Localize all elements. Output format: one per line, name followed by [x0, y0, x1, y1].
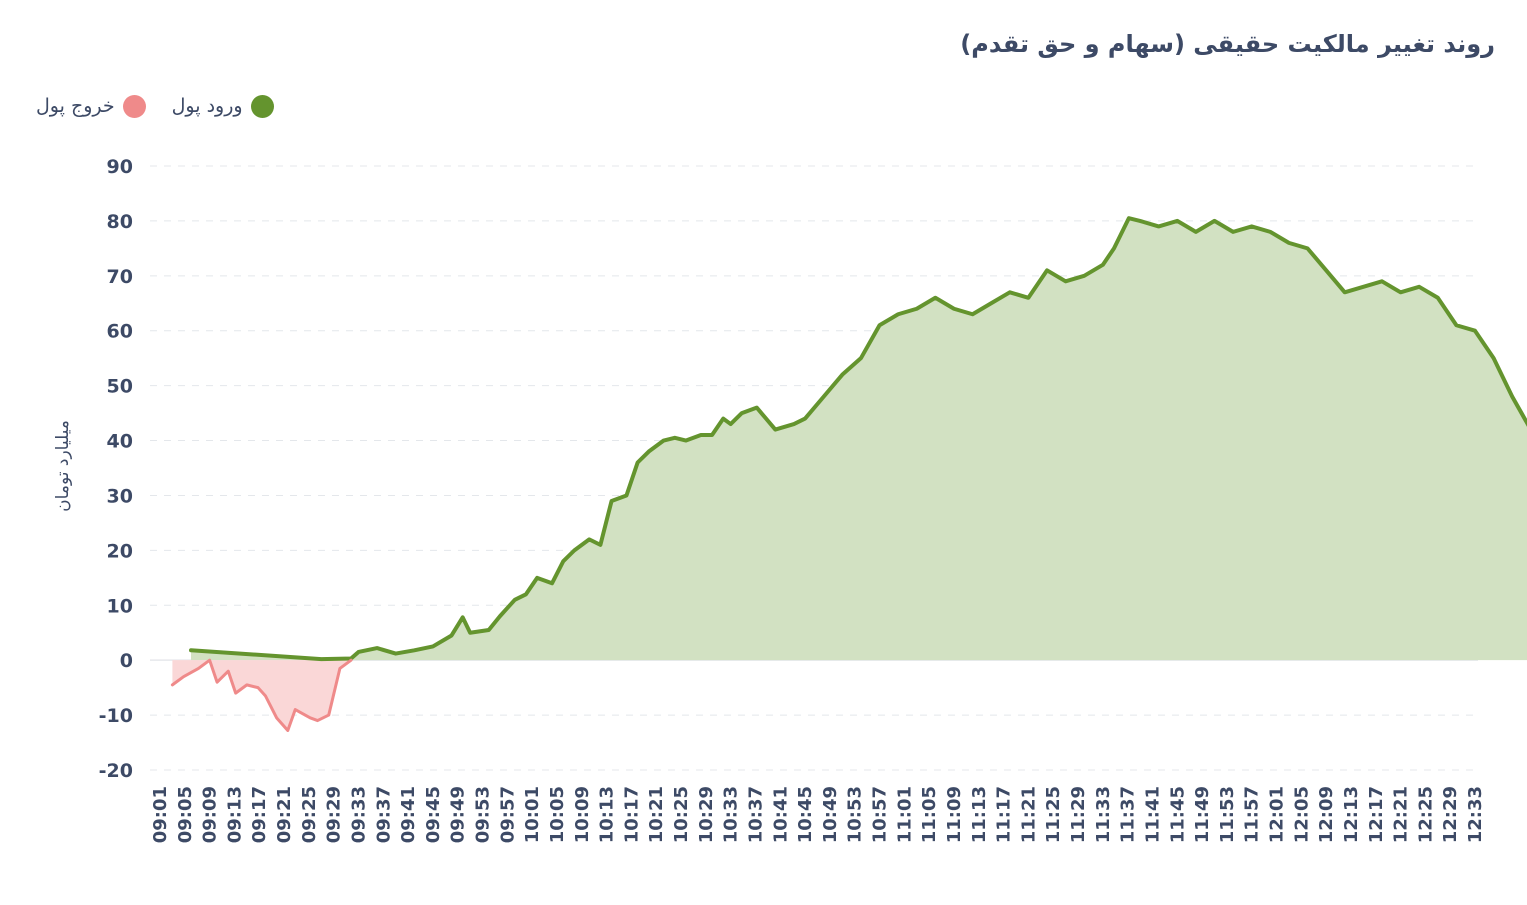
x-tick-label: 12:33 [1465, 786, 1486, 843]
legend-inflow-dot [250, 94, 274, 118]
x-tick-label: 11:21 [1018, 786, 1039, 843]
x-tick-label: 11:05 [919, 786, 940, 843]
x-tick-label: 10:01 [522, 786, 543, 843]
y-tick-label: 70 [107, 266, 133, 288]
x-tick-label: 09:41 [398, 786, 419, 843]
x-tick-label: 09:13 [224, 786, 245, 843]
x-tick-label: 11:49 [1192, 786, 1213, 843]
legend-item-outflow[interactable]: خروج پول [36, 94, 146, 118]
x-tick-label: 10:49 [820, 786, 841, 843]
legend-item-inflow[interactable]: ورود پول [171, 94, 274, 118]
x-tick-label: 09:49 [448, 786, 469, 843]
x-tick-label: 10:21 [646, 786, 667, 843]
x-tick-label: 10:09 [572, 786, 593, 843]
x-tick-label: 09:29 [324, 786, 345, 843]
x-tick-label: 11:41 [1142, 786, 1163, 843]
x-tick-label: 12:21 [1391, 786, 1412, 843]
x-tick-label: 11:37 [1118, 786, 1139, 843]
y-tick-label: -10 [99, 705, 133, 727]
x-tick-label: 09:09 [200, 786, 221, 843]
x-tick-label: 09:05 [175, 786, 196, 843]
y-tick-label: 0 [120, 650, 133, 672]
x-tick-label: 10:13 [597, 786, 618, 843]
x-tick-label: 12:05 [1291, 786, 1312, 843]
x-tick-label: 10:57 [870, 786, 891, 843]
series-line-1 [170, 658, 353, 732]
x-tick-label: 09:57 [497, 786, 518, 843]
x-tick-label: 09:25 [299, 786, 320, 843]
y-tick-label: 10 [107, 595, 133, 617]
series-area-0 [191, 218, 1527, 661]
x-tick-label: 09:33 [348, 786, 369, 843]
x-tick-label: 10:05 [547, 786, 568, 843]
x-tick-label: 10:53 [845, 786, 866, 843]
x-tick-label: 11:25 [1043, 786, 1064, 843]
series-area-1 [172, 660, 352, 731]
x-tick-label: 10:33 [721, 786, 742, 843]
x-tick-label: 12:09 [1316, 786, 1337, 843]
series-areas [172, 218, 1527, 731]
series-line-0 [189, 216, 1527, 662]
x-tick-label: 10:25 [671, 786, 692, 843]
x-tick-label: 11:53 [1217, 786, 1238, 843]
x-tick-label: 09:21 [274, 786, 295, 843]
x-tick-label: 09:53 [473, 786, 494, 843]
x-tick-label: 10:29 [696, 786, 717, 843]
x-tick-label: 12:01 [1267, 786, 1288, 843]
y-axis-label: میلیارد تومان [53, 420, 73, 512]
series-lines [170, 216, 1527, 732]
y-tick-label: 20 [107, 540, 133, 562]
chart-title: روند تغییر مالکیت حقیقی (سهام و حق تقدم) [960, 30, 1495, 58]
x-tick-label: 12:13 [1341, 786, 1362, 843]
x-tick-label: 11:57 [1242, 786, 1263, 843]
x-axis-ticks: 09:01 09:05 09:09 09:13 09:17 09:21 09:25 09:29… [150, 786, 1486, 843]
y-tick-label: 80 [107, 211, 133, 233]
x-tick-label: 10:37 [745, 786, 766, 843]
y-tick-label: 90 [107, 156, 133, 178]
y-tick-label: 40 [107, 431, 133, 453]
x-tick-label: 11:09 [944, 786, 965, 843]
y-axis-ticks: 90 80 70 60 50 40 30 20 10 0 -10 -20 [99, 156, 133, 782]
chart-legend: خروج پول ورود پول [36, 92, 300, 120]
x-tick-label: 09:45 [423, 786, 444, 843]
x-tick-label: 11:29 [1068, 786, 1089, 843]
legend-outflow-label: خروج پول [36, 95, 115, 117]
x-tick-label: 12:17 [1366, 786, 1387, 843]
x-tick-label: 11:13 [969, 786, 990, 843]
x-tick-label: 11:45 [1167, 786, 1188, 843]
x-tick-label: 11:01 [894, 786, 915, 843]
x-tick-label: 09:37 [373, 786, 394, 843]
y-tick-label: 50 [107, 376, 133, 398]
y-tick-label: 30 [107, 485, 133, 507]
x-tick-label: 12:29 [1440, 786, 1461, 843]
x-tick-label: 12:25 [1415, 786, 1436, 843]
x-tick-label: 09:01 [150, 786, 171, 843]
y-tick-label: -20 [99, 760, 133, 782]
x-tick-label: 11:17 [994, 786, 1015, 843]
x-tick-label: 09:17 [249, 786, 270, 843]
legend-outflow-dot [122, 94, 146, 118]
x-tick-label: 10:17 [621, 786, 642, 843]
legend-inflow-label: ورود پول [171, 95, 243, 117]
x-tick-label: 10:45 [795, 786, 816, 843]
x-tick-label: 10:41 [770, 786, 791, 843]
y-tick-label: 60 [107, 321, 133, 343]
x-tick-label: 11:33 [1093, 786, 1114, 843]
